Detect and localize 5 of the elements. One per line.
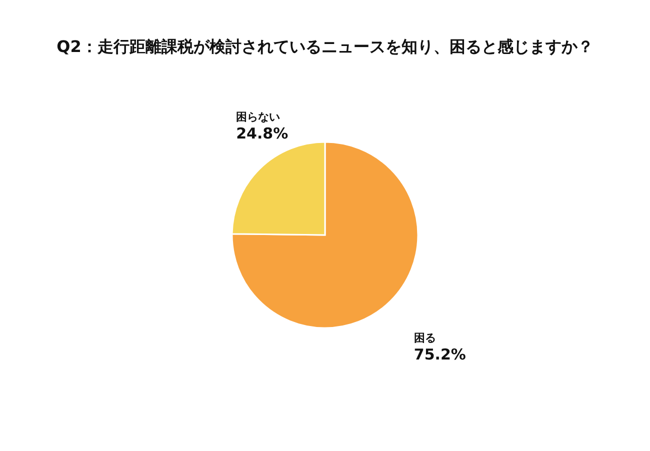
data-label: 75.2% (414, 345, 466, 364)
slice-label: 困らない (236, 110, 280, 124)
chart-title: Q2：走行距離課税が検討されているニュースを知り、困ると感じますか？ (56, 37, 594, 56)
data-label: 24.8% (236, 124, 288, 143)
slice-label: 困る (414, 331, 436, 344)
